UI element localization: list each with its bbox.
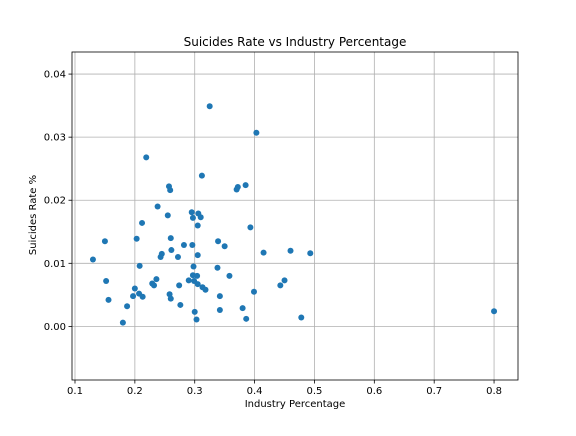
data-point	[189, 214, 196, 221]
data-point	[253, 129, 260, 136]
x-tick-label: 0.5	[307, 386, 323, 397]
data-point	[177, 301, 184, 308]
data-point	[206, 103, 213, 110]
data-point	[185, 277, 192, 284]
data-point	[287, 247, 294, 254]
gridlines	[72, 52, 518, 380]
plot-frame	[71, 51, 519, 381]
data-point	[189, 242, 196, 249]
data-point	[214, 264, 221, 271]
chart-title: Suicides Rate vs Industry Percentage	[184, 35, 407, 49]
data-point	[190, 263, 197, 270]
data-point	[103, 277, 110, 284]
data-point	[151, 282, 158, 289]
data-point	[198, 172, 205, 179]
x-tick-label: 0.7	[426, 386, 442, 397]
data-point	[133, 235, 140, 242]
data-points	[89, 103, 498, 326]
data-point	[242, 182, 249, 189]
y-tick-label: 0.03	[44, 133, 66, 144]
data-point	[234, 183, 241, 190]
data-point	[243, 315, 250, 322]
x-tick-label: 0.4	[247, 386, 263, 397]
data-point	[89, 256, 96, 263]
data-point	[247, 224, 254, 231]
data-point	[167, 295, 174, 302]
data-point	[158, 250, 165, 257]
data-point	[250, 288, 257, 295]
data-point	[194, 281, 201, 288]
data-point	[174, 254, 181, 260]
data-point	[260, 249, 267, 256]
x-axis-label: Industry Percentage	[245, 399, 346, 410]
data-point	[194, 272, 201, 279]
data-point	[216, 293, 223, 300]
data-point	[194, 252, 201, 259]
y-axis-label: Suicides Rate %	[28, 175, 39, 255]
data-point	[239, 305, 246, 312]
data-point	[167, 187, 174, 194]
data-point	[193, 316, 200, 323]
data-point	[491, 308, 498, 315]
data-point	[119, 319, 126, 326]
data-point	[101, 238, 108, 245]
data-point	[191, 308, 198, 315]
data-point	[307, 250, 314, 257]
data-point	[197, 214, 204, 221]
data-point	[176, 282, 183, 289]
data-point	[139, 219, 146, 226]
x-tick-label: 0.1	[67, 386, 83, 397]
x-tick-label: 0.8	[486, 386, 502, 397]
data-point	[194, 222, 201, 229]
data-point	[131, 285, 138, 292]
y-tick-label: 0.01	[44, 259, 66, 270]
x-tick-label: 0.6	[366, 386, 382, 397]
data-point	[226, 272, 233, 279]
x-tick-label: 0.3	[187, 386, 203, 397]
data-point	[180, 242, 187, 249]
data-point	[154, 203, 161, 210]
data-point	[143, 154, 150, 161]
data-point	[105, 296, 112, 303]
data-point	[281, 277, 288, 284]
data-point	[164, 212, 171, 219]
y-tick-label: 0.02	[44, 196, 66, 207]
data-point	[298, 314, 305, 321]
data-point	[215, 238, 222, 245]
data-point	[216, 306, 223, 313]
y-tick-label: 0.04	[44, 70, 66, 81]
x-tick-label: 0.2	[127, 386, 143, 397]
data-point	[277, 282, 284, 289]
axis-ticks: 0.1 0.2 0.3 0.4 0.5 0.6 0.7 0.8 0.00 0.01 0.02 0.03…	[44, 70, 502, 397]
data-point	[136, 262, 143, 269]
data-point	[168, 247, 175, 254]
data-point	[153, 276, 160, 283]
data-point	[188, 209, 195, 216]
data-point	[124, 303, 131, 310]
data-point	[130, 293, 137, 300]
data-point	[221, 243, 228, 250]
data-point	[202, 286, 209, 293]
y-tick-label: 0.00	[44, 322, 66, 333]
data-point	[167, 235, 174, 242]
data-point	[139, 293, 146, 300]
